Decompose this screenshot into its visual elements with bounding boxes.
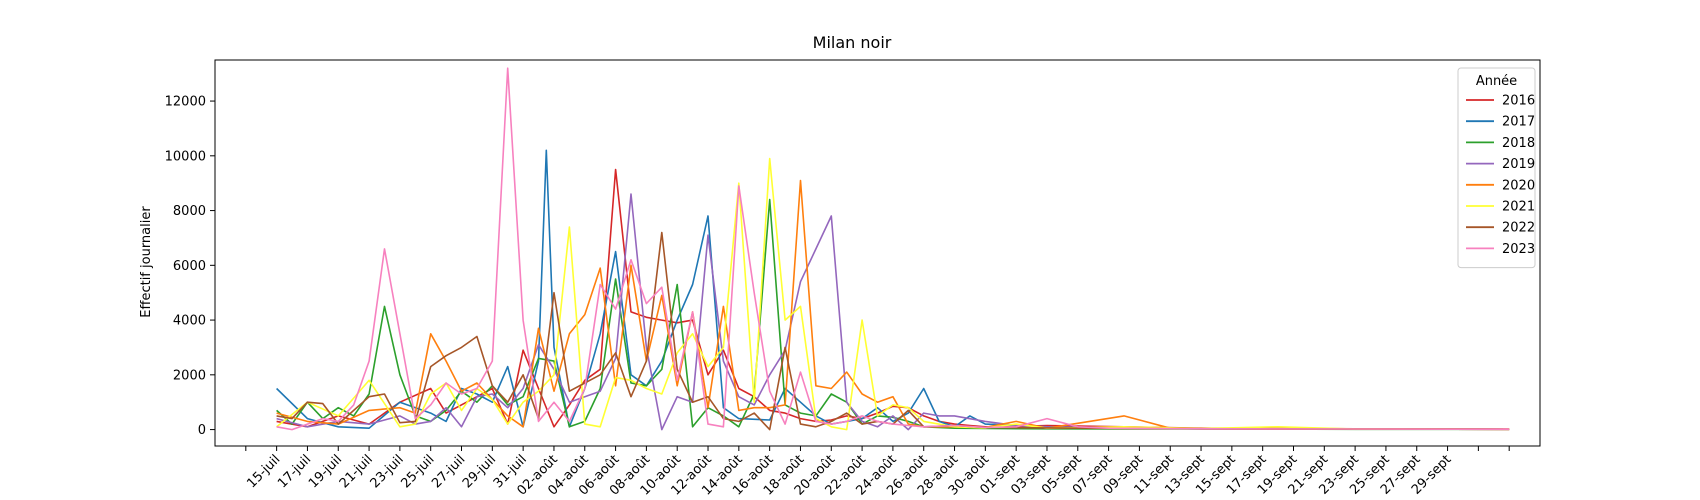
series-line-2018: [276, 198, 1510, 431]
series-line-2021: [276, 157, 1510, 431]
y-tick-label: 6000: [173, 259, 206, 274]
y-tick-label: 0: [198, 423, 206, 438]
legend-label-2019: 2019: [1502, 157, 1535, 172]
y-tick-label: 2000: [173, 368, 206, 383]
x-tick-label: 15-juil: [244, 452, 283, 491]
x-axis: 15-juil17-juil19-juil21-juil23-juil25-ju…: [244, 446, 1510, 499]
y-tick-label: 8000: [173, 204, 206, 219]
legend-label-2017: 2017: [1502, 115, 1535, 130]
x-tick-label: 27-juil: [429, 452, 468, 491]
y-tick-label: 10000: [165, 149, 206, 164]
plot-frame: [214, 59, 1541, 447]
legend: Année 2016 2017 2018 2019 2020 2021 2022 2023: [1457, 67, 1536, 269]
legend-label-2021: 2021: [1502, 200, 1535, 215]
series-line-2020: [276, 179, 1510, 431]
x-tick-label: 29-juil: [460, 452, 499, 491]
x-tick-label: 19-juil: [306, 452, 345, 491]
y-tick-label: 12000: [165, 95, 206, 110]
y-tick-label: 4000: [173, 314, 206, 329]
legend-box: [1457, 67, 1536, 269]
x-tick-label: 17-juil: [275, 452, 314, 491]
legend-label-2020: 2020: [1502, 178, 1535, 193]
series-line-2023: [276, 67, 1510, 431]
y-axis: 0 2000 4000 6000 8000 10000 12000: [165, 95, 215, 438]
legend-label-2018: 2018: [1502, 136, 1535, 151]
legend-label-2023: 2023: [1502, 242, 1535, 257]
legend-label-2016: 2016: [1502, 94, 1535, 109]
chart-title: Milan noir: [813, 33, 892, 52]
series-line-2022: [276, 231, 1510, 431]
legend-label-2022: 2022: [1502, 221, 1535, 236]
x-tick-label: 23-juil: [368, 452, 407, 491]
y-axis-label: Effectif journalier: [139, 206, 154, 318]
series-line-2017: [276, 149, 1510, 431]
legend-title: Année: [1476, 74, 1517, 89]
series-layer: [276, 67, 1510, 431]
series-line-2019: [276, 193, 1510, 431]
x-tick-label: 21-juil: [337, 452, 376, 491]
x-tick-label: 25-juil: [398, 452, 437, 491]
